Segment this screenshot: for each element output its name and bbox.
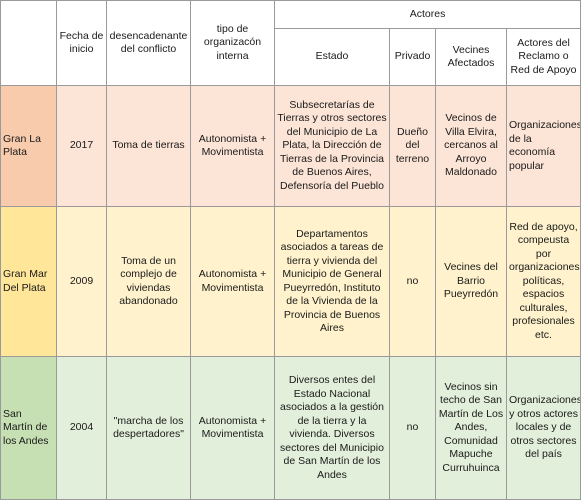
header-actores: Actores [273, 0, 581, 29]
header-fecha: Fecha de inicio [56, 0, 107, 86]
cell-fecha: 2009 [56, 206, 107, 357]
cell-reclamo: Organizaciones y otros actores locales y… [505, 356, 581, 500]
cell-desencadenante: "marcha de los despertadores" [106, 356, 191, 500]
cell-estado: Subsecretarías de Tierras y otros sector… [274, 85, 390, 207]
cell-tipo: Autonomista + Movimentista [190, 85, 275, 207]
header-row-sub: Estado Privado Vecines Afectados Actores… [1, 28, 581, 86]
cell-privado: no [389, 206, 436, 357]
cell-vecinos: Vecines del Barrio Pueyrredón [435, 206, 507, 357]
cell-tipo: Autonomista + Movimentista [190, 206, 275, 357]
cell-desencadenante: Toma de tierras [106, 85, 191, 207]
cell-reclamo: Organizaciones de la economía popular [505, 85, 581, 207]
header-vecinos: Vecines Afectados [435, 28, 507, 86]
header-estado: Estado [274, 28, 390, 86]
cell-desencadenante: Toma de un complejo de viviendas abandon… [106, 206, 191, 357]
header-privado: Privado [389, 28, 436, 86]
cell-lugar: San Martín de los Andes [0, 356, 57, 500]
header-row-top: Fecha de inicio desencadenante del confl… [0, 0, 581, 86]
cell-estado: Diversos entes del Estado Nacional asoci… [274, 356, 390, 500]
table-row: Gran La Plata 2017 Toma de tierras Auton… [0, 85, 581, 207]
cell-fecha: 2017 [56, 85, 107, 207]
header-blank-cell [0, 0, 57, 86]
table-row: San Martín de los Andes 2004 "marcha de … [0, 356, 581, 500]
cell-estado: Departamentos asociados a tareas de tier… [274, 206, 390, 357]
cell-privado: no [389, 356, 436, 500]
cell-reclamo: Red de apoyo, compeusta por organizacion… [505, 206, 581, 357]
cell-lugar: Gran Mar Del Plata [0, 206, 57, 357]
table-row: Gran Mar Del Plata 2009 Toma de un compl… [0, 206, 581, 357]
header-tipo: tipo de organizacón interna [190, 0, 275, 86]
header-desencadenante: desencadenante del conflicto [106, 0, 191, 86]
cell-tipo: Autonomista + Movimentista [190, 356, 275, 500]
header-reclamo: Actores del Reclamo o Red de Apoyo [505, 28, 581, 86]
cell-lugar: Gran La Plata [0, 85, 57, 207]
cell-privado: Dueño del terreno [389, 85, 436, 207]
cell-vecinos: Vecinos de Villa Elvira, cercanos al Arr… [435, 85, 507, 207]
cell-vecinos: Vecinos sin techo de San Martín de Los A… [435, 356, 507, 500]
cell-fecha: 2004 [56, 356, 107, 500]
